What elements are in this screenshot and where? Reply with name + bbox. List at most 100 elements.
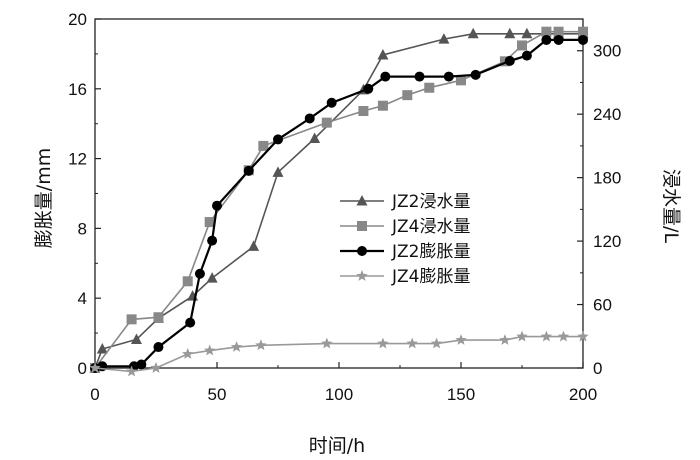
y-left-tick-label: 16	[68, 80, 87, 99]
data-point	[321, 337, 333, 349]
legend-label: JZ2膨胀量	[391, 242, 470, 262]
data-point	[504, 55, 515, 66]
x-tick-label: 100	[325, 385, 353, 404]
data-point	[255, 339, 267, 351]
data-point	[272, 166, 284, 177]
y-right-tick-label: 60	[593, 296, 612, 315]
legend: JZ2浸水量 JZ4浸水量 JZ2膨胀量 JZ4膨胀量	[340, 192, 470, 287]
data-point	[207, 235, 218, 246]
data-point	[541, 26, 552, 37]
series-line	[94, 32, 583, 369]
data-point	[203, 344, 216, 356]
data-point	[358, 106, 369, 117]
data-point	[230, 341, 243, 352]
x-tick-label: 50	[208, 385, 227, 404]
data-point	[212, 200, 222, 211]
x-tick-label: 0	[90, 385, 99, 404]
series-3	[90, 34, 588, 373]
data-point	[126, 314, 137, 325]
y-right-tick-label: 180	[593, 169, 621, 188]
data-point	[363, 83, 374, 94]
data-point	[517, 40, 527, 51]
data-point	[443, 71, 454, 82]
data-point	[185, 317, 196, 328]
data-point	[182, 348, 194, 359]
series-2	[90, 26, 588, 373]
y-right-tick-label: 120	[593, 232, 621, 251]
data-point	[380, 71, 391, 82]
legend-label: JZ4膨胀量	[391, 267, 470, 287]
data-point	[414, 71, 425, 82]
data-point	[455, 334, 467, 345]
y-left-tick-label: 20	[68, 10, 87, 29]
series-4	[89, 330, 589, 377]
data-point	[438, 33, 450, 44]
data-point	[206, 272, 218, 283]
y-axis-left-title: 膨胀量/mm	[33, 148, 55, 248]
y-left-tick-label: 0	[78, 359, 87, 378]
data-point	[521, 27, 533, 39]
data-point	[153, 312, 164, 323]
data-point	[516, 330, 528, 342]
data-point	[304, 113, 315, 124]
plot-frame	[94, 18, 584, 369]
x-tick-label: 150	[447, 385, 475, 404]
data-point	[578, 34, 588, 45]
series-1	[89, 27, 589, 373]
data-point	[430, 337, 443, 349]
series-line	[94, 38, 583, 370]
series-layer	[89, 26, 589, 377]
data-point	[150, 362, 162, 373]
data-point	[96, 342, 108, 354]
data-point	[377, 100, 388, 111]
data-point	[424, 82, 435, 93]
legend-label: JZ4浸水量	[391, 217, 470, 237]
data-point	[470, 69, 481, 80]
data-point	[326, 97, 337, 108]
legend-marker	[356, 270, 368, 281]
data-point	[577, 330, 589, 342]
data-point	[557, 330, 570, 342]
data-point	[125, 365, 138, 377]
data-point	[243, 165, 254, 176]
data-point	[377, 337, 389, 349]
data-point	[204, 217, 215, 228]
data-point	[377, 48, 389, 60]
data-point	[130, 333, 142, 344]
data-point	[273, 134, 283, 145]
y-right-tick-label: 240	[593, 105, 621, 124]
y-left-tick-label: 12	[68, 150, 87, 169]
data-point	[309, 132, 321, 144]
data-point	[136, 359, 147, 370]
data-point	[194, 268, 205, 279]
data-point	[89, 362, 101, 373]
x-axis-title: 时间/h	[309, 435, 365, 457]
data-point	[402, 90, 413, 101]
data-point	[182, 276, 193, 287]
data-point	[521, 50, 532, 61]
legend-marker	[356, 195, 368, 206]
data-point	[553, 26, 564, 37]
data-point	[553, 34, 564, 45]
data-point	[153, 342, 164, 353]
legend-marker	[357, 246, 367, 256]
series-line	[94, 30, 583, 369]
legend-marker	[357, 221, 367, 231]
data-point	[321, 117, 332, 128]
data-point	[540, 330, 553, 342]
data-point	[248, 240, 260, 251]
data-point	[541, 34, 552, 45]
y-left-tick-label: 4	[78, 289, 87, 308]
data-point	[504, 27, 516, 39]
legend-label: JZ2浸水量	[391, 192, 470, 212]
data-point	[467, 27, 479, 39]
y-axis-right-title: 浸水量/L	[660, 169, 682, 243]
data-point	[406, 337, 418, 349]
x-tick-label: 200	[569, 385, 597, 404]
data-point	[258, 140, 269, 151]
data-point	[499, 334, 511, 345]
data-point	[456, 75, 466, 86]
y-right-tick-label: 300	[593, 42, 621, 61]
